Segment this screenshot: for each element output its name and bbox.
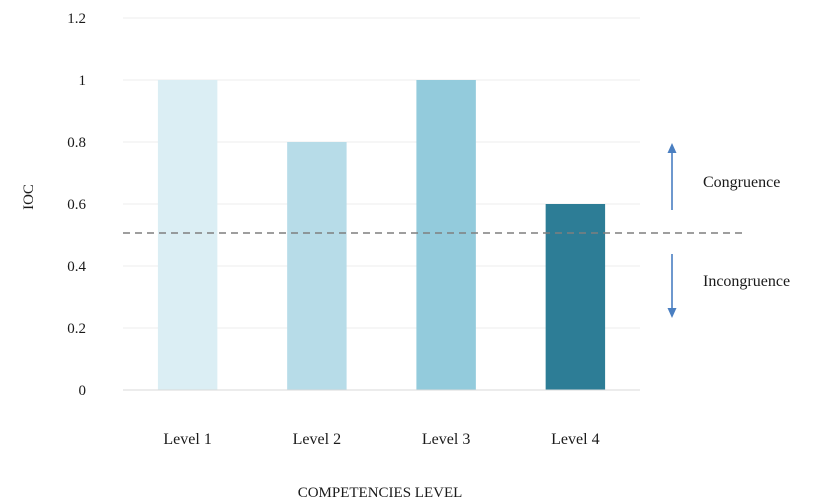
x-axis-title: COMPETENCIES LEVEL xyxy=(298,485,463,501)
incongruence-label: Incongruence xyxy=(703,273,790,290)
y-tick-label: 0.8 xyxy=(67,135,86,151)
category-label: Level 2 xyxy=(293,431,341,448)
congruence-label: Congruence xyxy=(703,174,780,191)
annotations: Congruence Incongruence xyxy=(667,143,790,318)
y-tick-label: 0.2 xyxy=(67,321,86,337)
y-tick-labels: 0 0.2 0.4 0.6 0.8 1 1.2 xyxy=(67,11,86,399)
bars xyxy=(157,80,606,390)
category-label: Level 3 xyxy=(422,431,470,448)
category-labels: Level 1 Level 2 Level 3 Level 4 xyxy=(163,431,599,448)
y-tick-label: 0 xyxy=(79,383,87,399)
bar xyxy=(157,80,218,390)
category-label: Level 4 xyxy=(551,431,599,448)
up-arrow-head-icon xyxy=(667,143,677,153)
down-arrow-head-icon xyxy=(667,308,677,318)
y-tick-label: 1 xyxy=(79,73,87,89)
bar xyxy=(287,142,347,390)
y-tick-label: 0.6 xyxy=(67,197,86,213)
y-axis-title: IOC xyxy=(21,184,37,210)
y-tick-label: 1.2 xyxy=(67,11,86,27)
bar xyxy=(545,204,606,390)
bar xyxy=(416,80,476,390)
y-tick-label: 0.4 xyxy=(67,259,86,275)
category-label: Level 1 xyxy=(163,431,211,448)
